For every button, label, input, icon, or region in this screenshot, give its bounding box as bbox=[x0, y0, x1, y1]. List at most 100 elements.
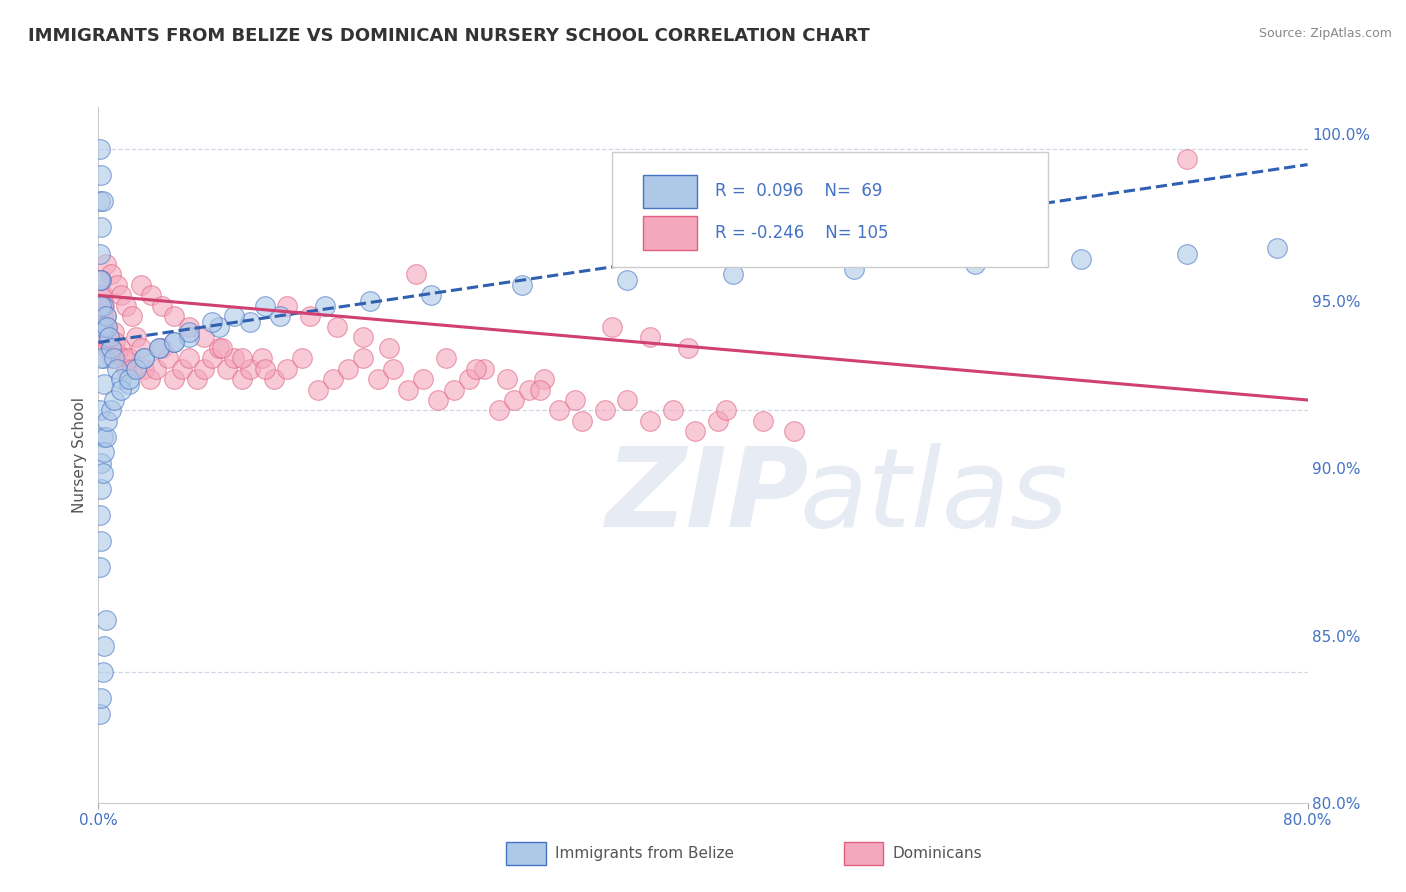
Point bbox=[352, 330, 374, 344]
Point bbox=[90, 220, 112, 235]
Point bbox=[90, 168, 112, 182]
Point bbox=[96, 414, 118, 428]
Text: IMMIGRANTS FROM BELIZE VS DOMINICAN NURSERY SCHOOL CORRELATION CHART: IMMIGRANTS FROM BELIZE VS DOMINICAN NURS… bbox=[28, 27, 870, 45]
Point bbox=[443, 383, 465, 397]
Point bbox=[638, 414, 661, 428]
Point bbox=[91, 288, 114, 302]
Point bbox=[89, 273, 111, 287]
Point bbox=[156, 351, 179, 366]
Point bbox=[602, 319, 624, 334]
Point bbox=[89, 142, 111, 156]
Point bbox=[91, 299, 114, 313]
Point bbox=[90, 456, 112, 470]
Point bbox=[193, 361, 215, 376]
Point bbox=[100, 341, 122, 355]
Point bbox=[132, 351, 155, 366]
Point bbox=[472, 361, 495, 376]
Point bbox=[90, 319, 112, 334]
Point bbox=[114, 361, 136, 376]
Point bbox=[163, 335, 186, 350]
Point bbox=[322, 372, 344, 386]
Point bbox=[90, 351, 112, 366]
Point bbox=[1175, 246, 1198, 260]
Point bbox=[91, 310, 114, 324]
Point bbox=[94, 613, 117, 627]
Point bbox=[110, 383, 132, 397]
Point bbox=[503, 392, 526, 407]
Point bbox=[129, 277, 152, 292]
Point bbox=[377, 341, 399, 355]
Point bbox=[1267, 241, 1289, 255]
Point bbox=[662, 403, 685, 417]
Point bbox=[90, 482, 112, 496]
Point bbox=[405, 268, 427, 282]
Point bbox=[179, 330, 201, 344]
Point bbox=[163, 335, 186, 350]
Point bbox=[90, 691, 112, 706]
FancyBboxPatch shape bbox=[643, 216, 697, 250]
Text: atlas: atlas bbox=[800, 443, 1069, 550]
Point bbox=[616, 273, 638, 287]
Y-axis label: Nursery School: Nursery School bbox=[72, 397, 87, 513]
Point bbox=[89, 194, 111, 209]
Point bbox=[844, 262, 866, 277]
Point bbox=[179, 325, 201, 339]
Point bbox=[783, 425, 806, 439]
Point bbox=[89, 310, 111, 324]
Point bbox=[90, 273, 112, 287]
Point bbox=[231, 351, 253, 366]
Point bbox=[96, 319, 118, 334]
Point bbox=[93, 639, 115, 653]
Point bbox=[118, 377, 141, 392]
Point bbox=[533, 372, 555, 386]
Point bbox=[263, 372, 285, 386]
Point bbox=[89, 246, 111, 260]
Point bbox=[685, 425, 707, 439]
Point bbox=[307, 383, 329, 397]
Point bbox=[434, 351, 457, 366]
Point bbox=[465, 361, 488, 376]
Point bbox=[91, 194, 114, 209]
Point bbox=[94, 257, 117, 271]
Text: R = -0.246    N= 105: R = -0.246 N= 105 bbox=[716, 224, 889, 242]
Point bbox=[94, 429, 117, 443]
Point bbox=[91, 467, 114, 481]
Point bbox=[253, 299, 276, 313]
Point bbox=[208, 319, 231, 334]
Point bbox=[89, 508, 111, 522]
Point bbox=[104, 335, 127, 350]
Point bbox=[593, 403, 616, 417]
Point bbox=[103, 325, 125, 339]
Point bbox=[326, 319, 349, 334]
Point bbox=[90, 299, 112, 313]
Point bbox=[111, 351, 134, 366]
Point bbox=[420, 288, 443, 302]
Point bbox=[179, 319, 201, 334]
Point bbox=[89, 330, 111, 344]
Point bbox=[89, 706, 111, 721]
Text: R =  0.096    N=  69: R = 0.096 N= 69 bbox=[716, 182, 883, 200]
Point bbox=[141, 288, 163, 302]
Point bbox=[517, 383, 540, 397]
Point bbox=[412, 372, 434, 386]
Point bbox=[250, 351, 273, 366]
Point bbox=[488, 403, 510, 417]
FancyBboxPatch shape bbox=[643, 175, 697, 208]
FancyBboxPatch shape bbox=[613, 153, 1047, 267]
Point bbox=[1175, 153, 1198, 167]
Point bbox=[396, 383, 419, 397]
Point bbox=[676, 341, 699, 355]
Point bbox=[314, 299, 336, 313]
Point bbox=[91, 330, 114, 344]
Point bbox=[714, 403, 737, 417]
Point bbox=[105, 346, 128, 360]
Text: Source: ZipAtlas.com: Source: ZipAtlas.com bbox=[1258, 27, 1392, 40]
Point bbox=[253, 361, 276, 376]
Point bbox=[150, 341, 173, 355]
Point bbox=[98, 330, 121, 344]
Point bbox=[98, 330, 121, 344]
Text: Immigrants from Belize: Immigrants from Belize bbox=[555, 847, 734, 861]
Point bbox=[125, 361, 148, 376]
Point bbox=[91, 429, 114, 443]
Point bbox=[239, 361, 262, 376]
